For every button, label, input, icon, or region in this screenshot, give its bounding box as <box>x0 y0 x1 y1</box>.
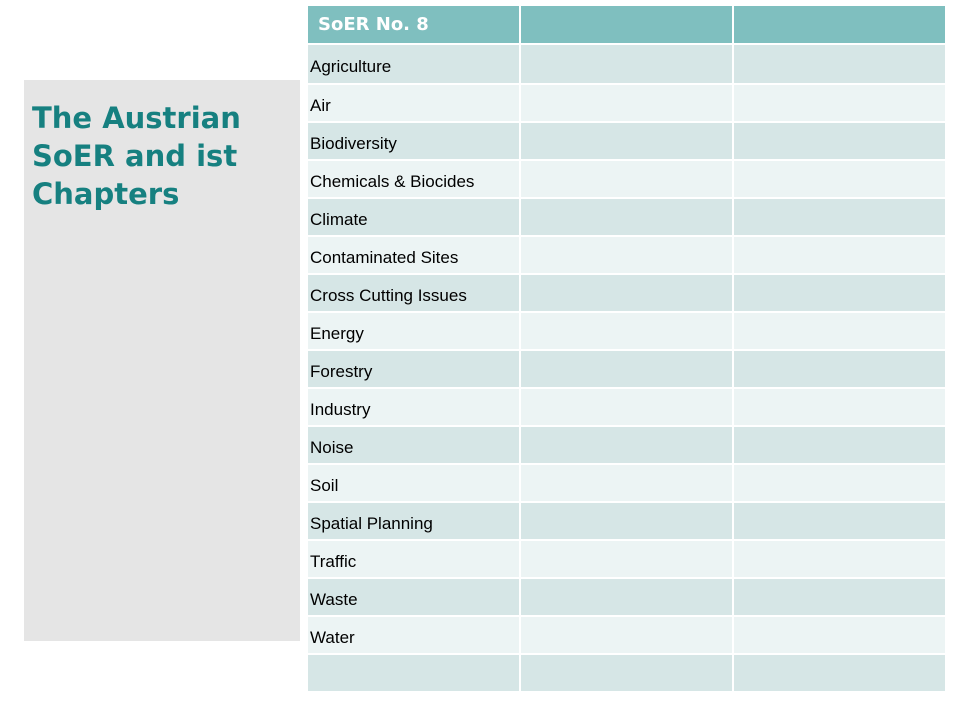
empty-cell <box>734 199 945 235</box>
table-row: Traffic <box>308 541 945 577</box>
empty-cell <box>734 351 945 387</box>
empty-cell <box>521 389 732 425</box>
chapter-cell: Traffic <box>308 541 519 577</box>
header-cell-3 <box>734 6 945 43</box>
table-row <box>308 655 945 691</box>
chapter-cell: Waste <box>308 579 519 615</box>
chapter-cell: Spatial Planning <box>308 503 519 539</box>
empty-cell <box>734 275 945 311</box>
chapter-cell: Soil <box>308 465 519 501</box>
empty-cell <box>521 123 732 159</box>
table-row: Industry <box>308 389 945 425</box>
empty-cell <box>521 503 732 539</box>
table-row: Climate <box>308 199 945 235</box>
empty-cell <box>734 465 945 501</box>
empty-cell <box>521 427 732 463</box>
table-row: Soil <box>308 465 945 501</box>
empty-cell <box>734 541 945 577</box>
header-cell-soer: SoER No. 8 <box>308 6 519 43</box>
table-row: Biodiversity <box>308 123 945 159</box>
empty-cell <box>521 85 732 121</box>
chapter-cell: Energy <box>308 313 519 349</box>
empty-cell <box>734 237 945 273</box>
chapter-cell: Industry <box>308 389 519 425</box>
empty-cell <box>521 161 732 197</box>
chapters-table: SoER No. 8 Agriculture Air Biodiversity … <box>306 4 947 693</box>
table-row: Energy <box>308 313 945 349</box>
chapter-cell: Air <box>308 85 519 121</box>
table-row: Agriculture <box>308 45 945 83</box>
chapter-cell: Noise <box>308 427 519 463</box>
page-title: The Austrian SoER and ist Chapters <box>32 101 241 211</box>
side-panel <box>24 80 300 641</box>
chapter-cell: Biodiversity <box>308 123 519 159</box>
chapter-cell: Water <box>308 617 519 653</box>
empty-cell <box>734 313 945 349</box>
table-row: Water <box>308 617 945 653</box>
empty-cell <box>521 541 732 577</box>
empty-cell <box>734 161 945 197</box>
empty-cell <box>734 123 945 159</box>
chapter-cell <box>308 655 519 691</box>
chapter-cell: Contaminated Sites <box>308 237 519 273</box>
table-row: Air <box>308 85 945 121</box>
table-row: Contaminated Sites <box>308 237 945 273</box>
chapter-cell: Forestry <box>308 351 519 387</box>
table-row: Forestry <box>308 351 945 387</box>
empty-cell <box>521 351 732 387</box>
chapter-cell: Chemicals & Biocides <box>308 161 519 197</box>
table-row: Spatial Planning <box>308 503 945 539</box>
empty-cell <box>521 655 732 691</box>
empty-cell <box>734 655 945 691</box>
table-header-row: SoER No. 8 <box>308 6 945 43</box>
empty-cell <box>734 45 945 83</box>
empty-cell <box>734 85 945 121</box>
empty-cell <box>734 579 945 615</box>
table-row: Cross Cutting Issues <box>308 275 945 311</box>
empty-cell <box>521 199 732 235</box>
empty-cell <box>521 579 732 615</box>
header-cell-2 <box>521 6 732 43</box>
empty-cell <box>521 465 732 501</box>
chapter-cell: Agriculture <box>308 45 519 83</box>
empty-cell <box>734 503 945 539</box>
empty-cell <box>734 617 945 653</box>
empty-cell <box>521 237 732 273</box>
table-row: Chemicals & Biocides <box>308 161 945 197</box>
empty-cell <box>521 45 732 83</box>
chapter-cell: Cross Cutting Issues <box>308 275 519 311</box>
empty-cell <box>734 427 945 463</box>
chapter-cell: Climate <box>308 199 519 235</box>
empty-cell <box>521 313 732 349</box>
empty-cell <box>734 389 945 425</box>
table-row: Waste <box>308 579 945 615</box>
empty-cell <box>521 617 732 653</box>
table-row: Noise <box>308 427 945 463</box>
empty-cell <box>521 275 732 311</box>
